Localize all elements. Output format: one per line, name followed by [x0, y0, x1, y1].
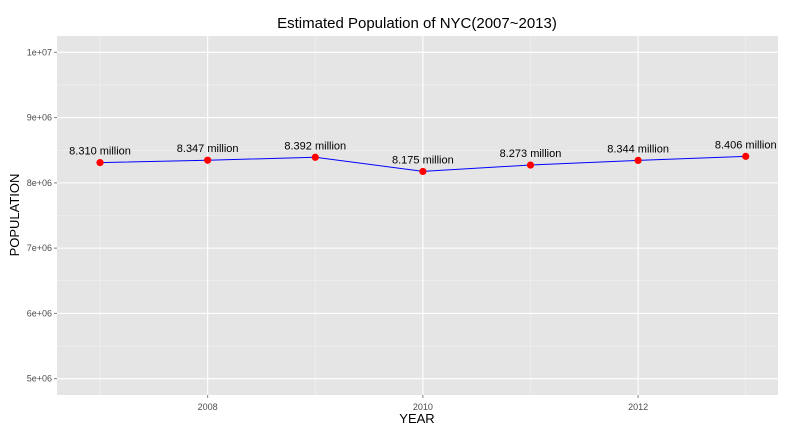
x-tick-label: 2010	[413, 402, 433, 412]
minor-gridlines	[57, 36, 778, 395]
data-label: 8.175 million	[392, 154, 454, 166]
data-label: 8.344 million	[607, 143, 669, 155]
data-labels: 8.310 million 8.347 million 8.392 million 8…	[69, 139, 776, 166]
data-point	[204, 156, 212, 164]
data-points	[96, 152, 750, 176]
data-point	[634, 156, 642, 165]
y-tick-label: 7e+06	[27, 243, 52, 253]
y-tick-label: 6e+06	[27, 308, 52, 318]
data-point	[419, 167, 427, 176]
y-tick-label: 8e+06	[27, 178, 52, 188]
y-tick-label: 1e+07	[27, 47, 52, 57]
x-tick-label: 2008	[198, 402, 218, 412]
data-label: 8.392 million	[284, 140, 346, 152]
y-tick-label: 5e+06	[27, 374, 52, 384]
y-axis-ticks: 5e+06 6e+06 7e+06 8e+06 9e+06 1e+07	[27, 47, 57, 384]
data-label: 8.347 million	[177, 143, 239, 155]
data-point	[311, 153, 319, 161]
y-tick-label: 9e+06	[27, 113, 52, 123]
x-tick-label: 2012	[628, 402, 648, 412]
chart-title: Estimated Population of NYC(2007~2013)	[277, 15, 557, 32]
data-point	[96, 159, 104, 167]
x-axis-ticks: 2008 2010 2012	[198, 395, 648, 412]
data-label: 8.273 million	[500, 148, 562, 160]
data-point	[526, 161, 535, 169]
x-axis-title: YEAR	[399, 411, 434, 426]
major-gridlines	[57, 36, 778, 395]
data-label: 8.406 million	[715, 139, 777, 151]
data-label: 8.310 million	[69, 146, 131, 158]
data-point	[742, 152, 750, 160]
y-axis-title: POPULATION	[7, 174, 22, 257]
